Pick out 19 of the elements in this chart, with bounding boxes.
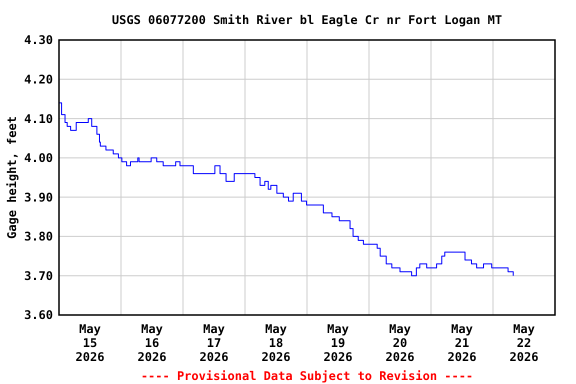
y-tick-label: 4.30: [24, 33, 53, 48]
y-tick-label: 4.00: [24, 151, 53, 166]
x-tick-label: May 16 2026: [138, 322, 166, 364]
x-tick-label: May 18 2026: [262, 322, 290, 364]
y-tick-label: 4.20: [24, 72, 53, 86]
x-tick-label: May 22 2026: [510, 322, 538, 364]
y-tick-label: 4.10: [24, 112, 53, 126]
x-tick-label: May 17 2026: [200, 322, 228, 364]
y-tick-label: 3.80: [24, 230, 53, 244]
text: ---- Provisional Data Subject to Revision ----: [140, 369, 474, 383]
x-tick-label: May 19 2026: [324, 322, 352, 364]
x-tick-label: May 15 2026: [76, 322, 104, 364]
x-tick-label: May 20 2026: [386, 322, 414, 364]
y-tick-label: 3.90: [24, 190, 53, 204]
y-axis-title: Gage height, feet: [5, 116, 19, 239]
chart-title: USGS 06077200 Smith River bl Eagle Cr nr Fort Logan MT: [112, 13, 502, 27]
y-tick-label: 3.60: [24, 308, 53, 322]
x-tick-label: May 21 2026: [448, 322, 476, 364]
y-tick-label: 3.70: [24, 268, 53, 283]
